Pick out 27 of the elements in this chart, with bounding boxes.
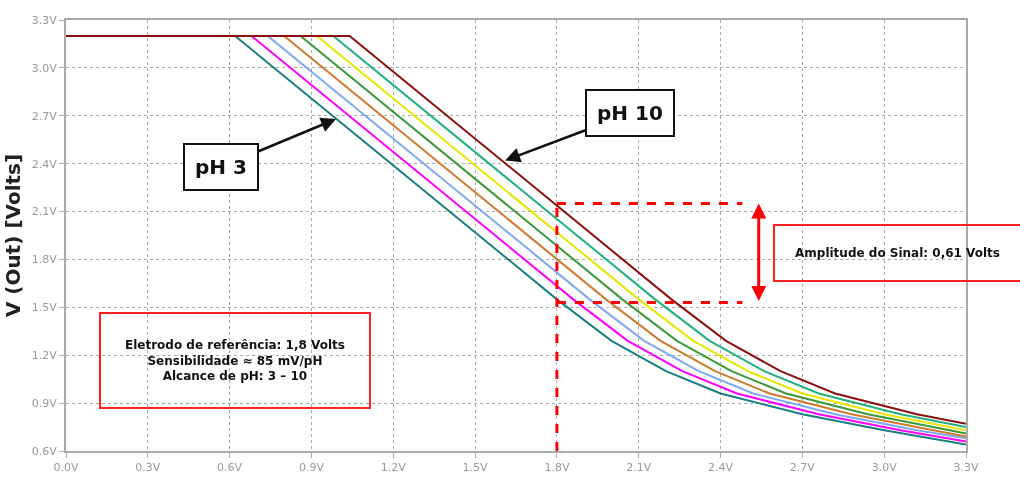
y-tick-label: 1.5V	[31, 301, 58, 315]
y-tick-label: 0.9V	[31, 396, 58, 410]
y-axis-title: V (Out) [Volts]	[0, 153, 25, 318]
y-tick-label: 2.7V	[31, 109, 58, 123]
y-tick-label: 1.8V	[31, 253, 58, 267]
x-tick-label: 2.4V	[708, 461, 734, 475]
x-tick-label: 2.1V	[626, 461, 652, 475]
y-tick-label: 3.3V	[31, 13, 58, 27]
x-tick-label: 3.3V	[953, 461, 979, 475]
y-tick-label: 1.2V	[31, 349, 58, 363]
annotation: pH 10	[597, 101, 663, 125]
x-tick-label: 1.5V	[462, 461, 489, 475]
x-tick-label: 1.8V	[544, 461, 570, 475]
x-tick-label: 0.9V	[298, 461, 325, 475]
x-tick-label: 0.3V	[135, 461, 161, 475]
y-tick-label: 2.1V	[31, 205, 58, 219]
annotation: Eletrodo de referência: 1,8 Volts Sensibilidade ≈ 85 mV/pH Alcance de pH: 3 – 10	[125, 338, 345, 384]
y-tick-label: 0.6V	[31, 444, 58, 458]
y-tick-label: 2.4V	[31, 157, 58, 171]
y-tick-label: 3.0V	[31, 61, 58, 75]
annotation: Amplitude do Sinal: 0,61 Volts	[795, 246, 1000, 260]
x-tick-label: 2.7V	[789, 461, 816, 475]
x-tick-label: 0.6V	[217, 461, 243, 475]
x-tick-label: 3.0V	[871, 461, 898, 475]
annotation: pH 3	[195, 155, 247, 179]
x-tick-label: 0.0V	[53, 461, 79, 475]
x-tick-label: 1.2V	[380, 461, 407, 475]
